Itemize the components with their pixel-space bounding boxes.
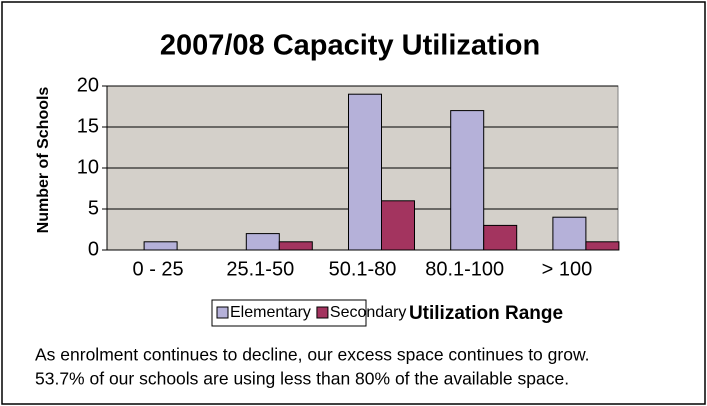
legend xyxy=(211,299,367,327)
x-tick-label: 0 - 25 xyxy=(133,258,184,280)
y-axis-label: Number of Schools xyxy=(35,87,52,234)
legend-swatch xyxy=(216,306,229,319)
bar xyxy=(143,241,178,251)
legend-label: Elementary xyxy=(230,304,311,321)
bar xyxy=(450,110,485,251)
bar xyxy=(278,241,313,251)
bar xyxy=(483,224,518,251)
caption: 53.7% of our schools are using less than… xyxy=(35,369,569,389)
legend-label: Secondary xyxy=(330,304,407,321)
caption: As enrolment continues to decline, our e… xyxy=(35,345,589,365)
y-tick-label: 0 xyxy=(88,238,99,260)
legend-swatch xyxy=(316,306,329,319)
bar xyxy=(552,216,587,251)
x-tick-label: 25.1-50 xyxy=(226,258,294,280)
x-axis-label: Utilization Range xyxy=(409,303,563,324)
chart-title: 2007/08 Capacity Utilization xyxy=(160,30,540,62)
x-tick-label: 50.1-80 xyxy=(329,258,397,280)
y-tick-label: 5 xyxy=(88,197,99,219)
bar xyxy=(245,233,280,251)
x-tick-label: > 100 xyxy=(542,258,593,280)
bar xyxy=(381,200,415,251)
y-tick-label: 15 xyxy=(77,115,99,137)
bar xyxy=(348,93,382,251)
y-tick-label: 10 xyxy=(77,156,99,178)
bar xyxy=(585,241,620,251)
x-tick-label: 80.1-100 xyxy=(425,258,504,280)
y-tick-label: 20 xyxy=(77,74,99,96)
